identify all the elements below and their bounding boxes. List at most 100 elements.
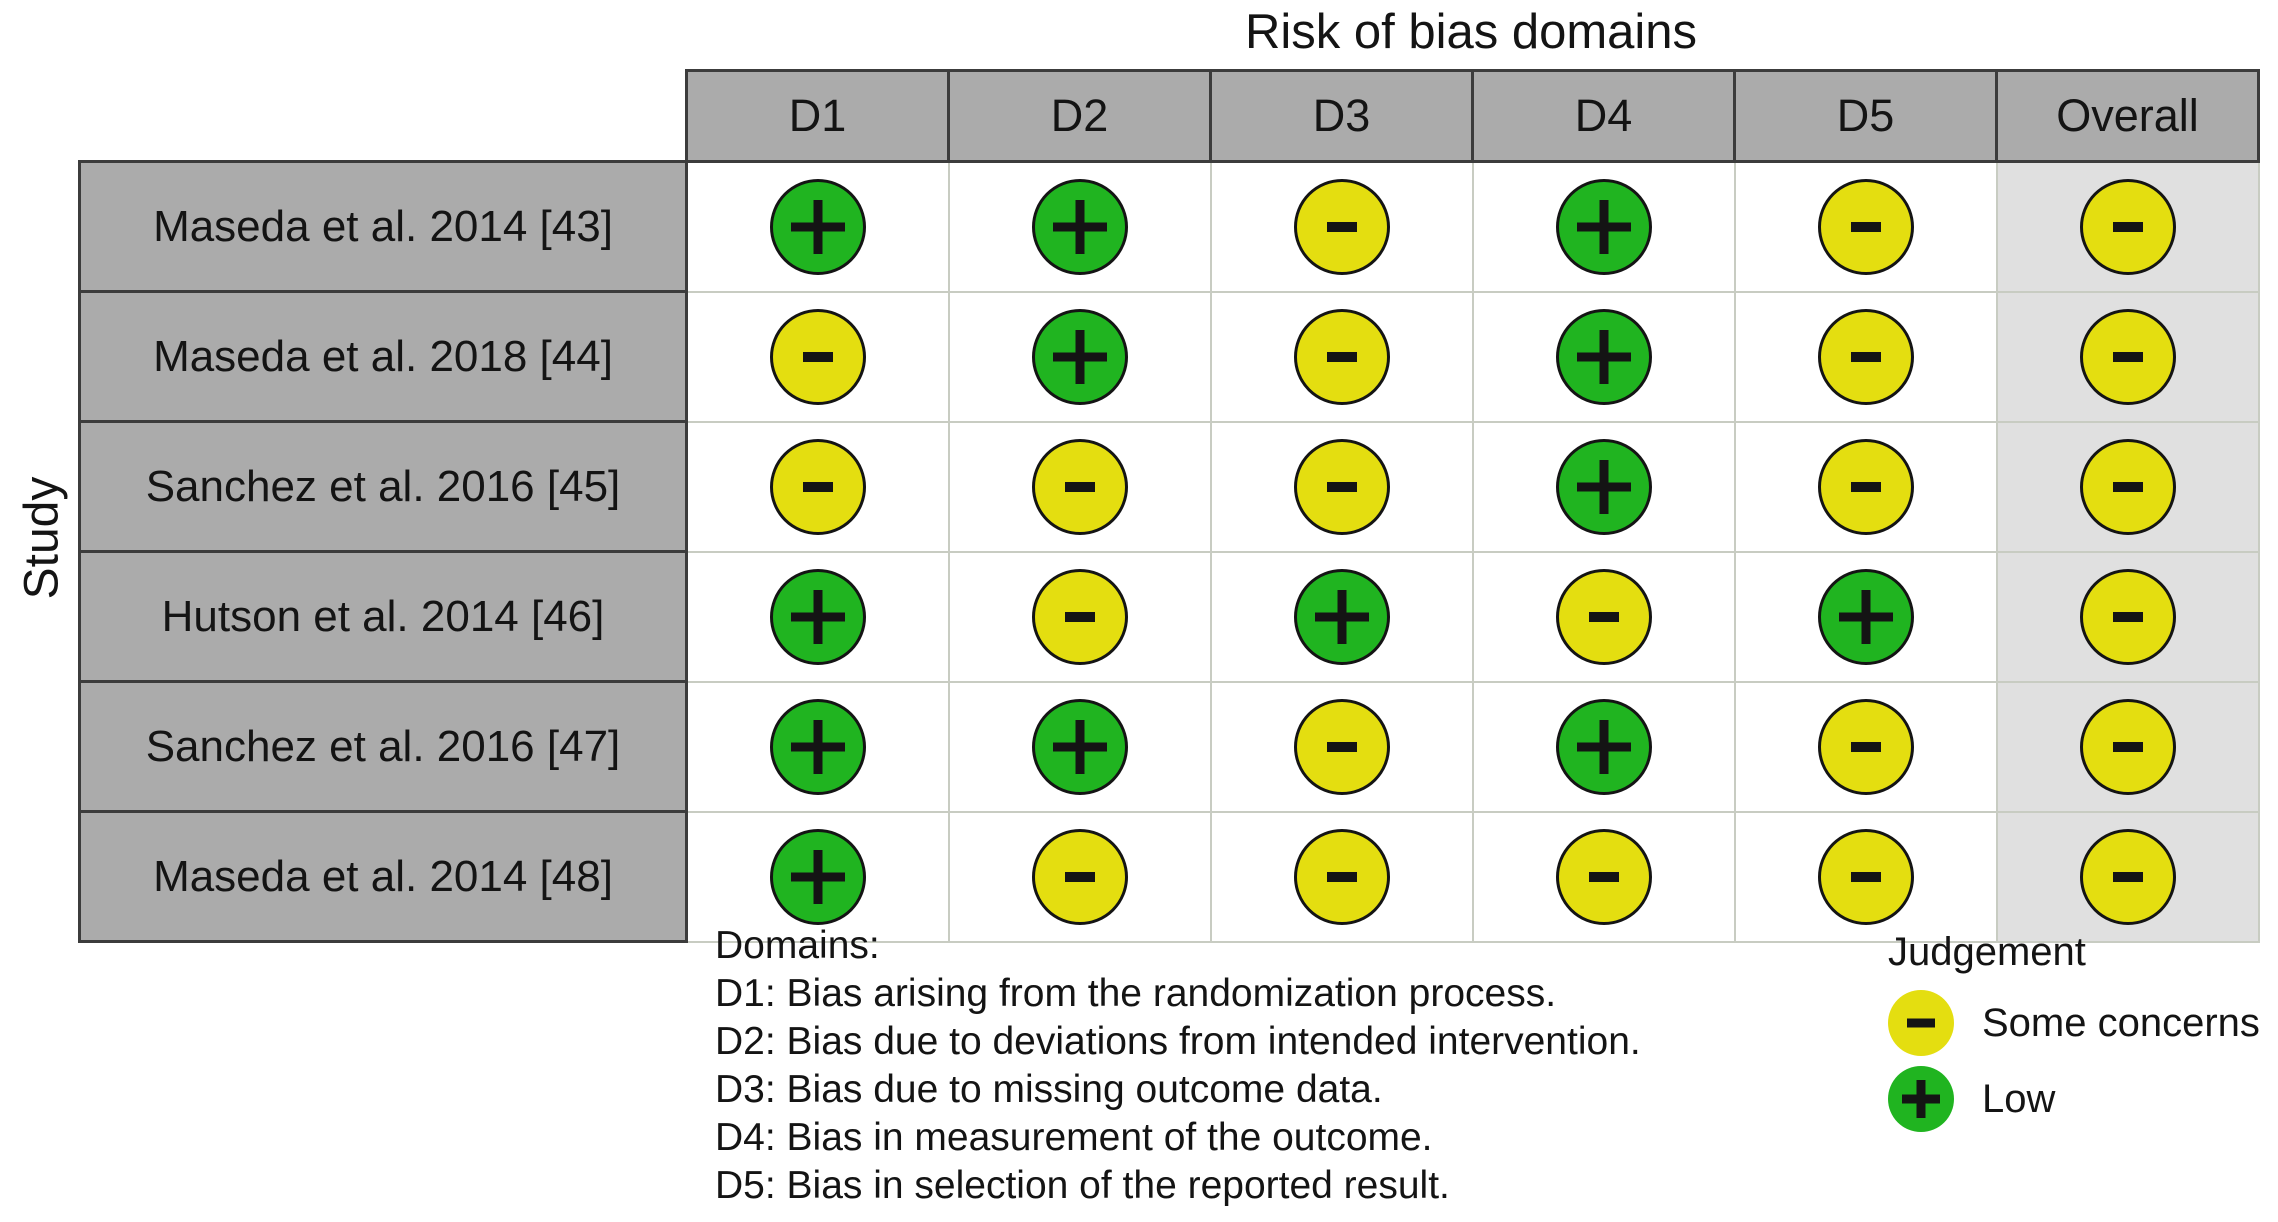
figure-title: Risk of bias domains [1244, 5, 1698, 59]
rob-table-body: Maseda et al. 2014 [43] Maseda et al. 201… [78, 160, 2260, 943]
judgement-low-icon [769, 698, 866, 795]
judgement-low-icon [1031, 178, 1128, 275]
judgement-cell [685, 290, 950, 423]
judgement-some-concerns-icon [2079, 308, 2176, 405]
rob-table-header: D1 D2 D3 D4 D5 Overall [80, 69, 2260, 163]
judgement-cell [685, 420, 950, 553]
domain-definition: D5: Bias in selection of the reported re… [715, 1164, 1450, 1207]
judgement-low-icon [1555, 178, 1652, 275]
footnote-lines: D1: Bias arising from the randomization … [715, 970, 1641, 1210]
judgement-cell [947, 290, 1212, 423]
judgement-some-concerns-icon [1817, 178, 1914, 275]
judgement-cell [1733, 550, 1998, 683]
judgement-cell [1995, 550, 2260, 683]
study-label: Sanchez et al. 2016 [47] [78, 680, 688, 813]
judgement-low-icon [769, 828, 866, 925]
judgement-cell [1471, 420, 1736, 553]
legend-low-icon [1888, 1066, 1954, 1132]
legend-label: Low [1982, 1076, 2056, 1121]
study-axis-label: Study [15, 476, 69, 600]
judgement-cell [1209, 680, 1474, 813]
judgement-cell [947, 680, 1212, 813]
column-header-d2: D2 [947, 69, 1212, 163]
judgement-low-icon [1555, 438, 1652, 535]
domain-definition: D4: Bias in measurement of the outcome. [715, 1116, 1433, 1159]
judgement-cell [1733, 680, 1998, 813]
judgement-low-icon [1293, 568, 1390, 665]
judgement-cell [1209, 810, 1474, 943]
study-label: Maseda et al. 2018 [44] [78, 290, 688, 423]
judgement-some-concerns-icon [1555, 568, 1652, 665]
rob-table: D1 D2 D3 D4 D5 Overall Maseda et al. 2014 [43… [78, 69, 2260, 943]
judgement-low-icon [769, 568, 866, 665]
judgement-some-concerns-icon [1817, 308, 1914, 405]
column-header-d1: D1 [685, 69, 950, 163]
judgement-low-icon [1555, 308, 1652, 405]
header-row: D1 D2 D3 D4 D5 Overall [80, 69, 2260, 163]
study-label: Sanchez et al. 2016 [45] [78, 420, 688, 553]
judgement-cell [1995, 810, 2260, 943]
judgement-cell [1471, 290, 1736, 423]
judgement-cell [1733, 160, 1998, 293]
judgement-cell [1995, 290, 2260, 423]
study-label: Hutson et al. 2014 [46] [78, 550, 688, 683]
judgement-cell [1471, 810, 1736, 943]
study-row: Maseda et al. 2014 [43] [78, 160, 2260, 293]
judgement-cell [1995, 680, 2260, 813]
column-header-d4: D4 [1471, 69, 1736, 163]
corner-spacer [80, 71, 687, 162]
judgement-low-icon [1031, 308, 1128, 405]
judgement-cell [1209, 420, 1474, 553]
judgement-some-concerns-icon [1555, 828, 1652, 925]
judgement-cell [1733, 290, 1998, 423]
judgement-cell [947, 810, 1212, 943]
legend-title: Judgement [1888, 930, 2086, 974]
judgement-some-concerns-icon [769, 438, 866, 535]
judgement-low-icon [1555, 698, 1652, 795]
judgement-cell [685, 810, 950, 943]
legend-item-low: Low [1888, 1061, 2260, 1137]
judgement-some-concerns-icon [1293, 828, 1390, 925]
column-header-d5: D5 [1733, 69, 1998, 163]
study-row: Hutson et al. 2014 [46] [78, 550, 2260, 683]
study-row: Sanchez et al. 2016 [47] [78, 680, 2260, 813]
judgement-some-concerns-icon [2079, 438, 2176, 535]
judgement-cell [947, 160, 1212, 293]
judgement-low-icon [1817, 568, 1914, 665]
domain-definition: D2: Bias due to deviations from intended… [715, 1020, 1641, 1063]
judgement-cell [685, 680, 950, 813]
judgement-cell [1995, 160, 2260, 293]
study-row: Maseda et al. 2014 [48] [78, 810, 2260, 943]
judgement-legend: Judgement Some concerns Low [1888, 930, 2260, 1137]
judgement-some-concerns-icon [1031, 828, 1128, 925]
judgement-cell [1471, 550, 1736, 683]
judgement-some-concerns-icon [1817, 828, 1914, 925]
study-row: Sanchez et al. 2016 [45] [78, 420, 2260, 553]
judgement-some-concerns-icon [2079, 178, 2176, 275]
judgement-cell [1733, 810, 1998, 943]
judgement-some-concerns-icon [1031, 568, 1128, 665]
judgement-some-concerns-icon [1293, 438, 1390, 535]
judgement-some-concerns-icon [2079, 828, 2176, 925]
judgement-some-concerns-icon [1293, 308, 1390, 405]
judgement-some-concerns-icon [1293, 698, 1390, 795]
judgement-some-concerns-icon [2079, 698, 2176, 795]
judgement-some-concerns-icon [1817, 698, 1914, 795]
judgement-some-concerns-icon [769, 308, 866, 405]
study-label: Maseda et al. 2014 [43] [78, 160, 688, 293]
judgement-low-icon [769, 178, 866, 275]
judgement-cell [947, 550, 1212, 683]
judgement-cell [1209, 160, 1474, 293]
legend-items: Some concerns Low [1888, 985, 2260, 1137]
judgement-cell [1995, 420, 2260, 553]
judgement-cell [685, 160, 950, 293]
judgement-cell [1471, 160, 1736, 293]
study-row: Maseda et al. 2018 [44] [78, 290, 2260, 423]
judgement-cell [685, 550, 950, 683]
judgement-some-concerns-icon [1031, 438, 1128, 535]
judgement-cell [1209, 290, 1474, 423]
legend-some-concerns-icon [1888, 990, 1954, 1056]
study-label: Maseda et al. 2014 [48] [78, 810, 688, 943]
legend-label: Some concerns [1982, 1000, 2260, 1045]
judgement-low-icon [1031, 698, 1128, 795]
